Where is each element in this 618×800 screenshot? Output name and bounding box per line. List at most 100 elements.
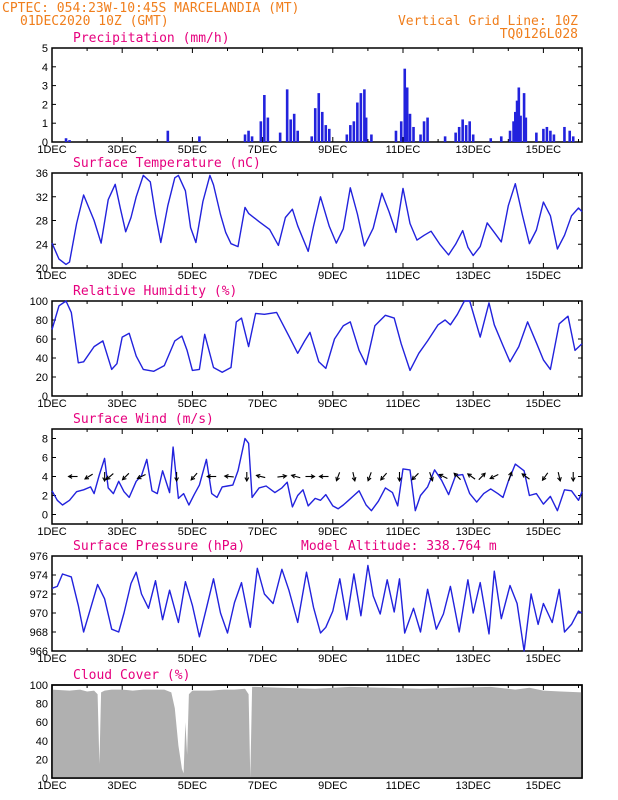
press-xtick-label: 5DEC [178,653,207,665]
precip-bar [266,117,270,142]
wind-arrow-head [136,474,142,480]
cloud-ytick-label: 80 [36,699,48,711]
wind-xtick-label: 9DEC [318,526,347,538]
precip-bar [549,130,552,142]
precip-bar [352,121,356,142]
wind-arrow [557,471,561,482]
rh-xtick-label: 5DEC [178,398,207,410]
precip-xtick-label: 9DEC [318,144,347,156]
wind-arrow-head [206,474,211,479]
cloud-title: Cloud Cover (%) [73,668,190,683]
cloud-xtick-label: 7DEC [248,780,277,792]
precip-bar [443,136,447,142]
precip-bar [250,136,254,142]
precip-bar [317,93,321,142]
precip-bar [345,134,349,142]
wind-arrow [190,472,198,481]
wind-arrow-head [429,476,434,482]
wind-arrow-head [521,473,527,478]
precip-bar [405,87,409,142]
precip-bar [535,132,538,142]
temp-ytick-label: 36 [36,168,48,180]
press-title: Surface Pressure (hPa) [73,539,245,554]
precip-xtick-label: 7DEC [248,144,277,156]
wind-arrow-head [570,477,576,483]
wind-arrow-head [84,475,90,480]
precip-xtick-label: 5DEC [178,144,207,156]
cloud-xtick-label: 15DEC [526,780,562,792]
precip-bar [349,125,352,142]
wind-ytick-label: 4 [42,472,48,484]
press-xtick-label: 15DEC [526,653,562,665]
wind-arrow-head [121,475,127,481]
press-ytick-label: 976 [30,551,48,563]
press-xtick-label: 9DEC [318,653,347,665]
temp-panel: 20 24 28 32 36 1DEC 3DEC 5DEC 7DEC 9DEC 11DEC 13DEC… [36,156,583,282]
temp-title: Surface Temperature (nC) [73,156,261,171]
precip-bar [552,134,556,142]
precip-bar [292,113,296,142]
precip-frame [51,47,583,143]
precip-ytick-label: 1 [42,118,48,130]
wind-xtick-label: 3DEC [108,526,137,538]
wind-arrow-head [489,474,495,480]
press-xtick-label: 11DEC [386,653,421,665]
wind-xtick-label: 1DEC [37,526,66,538]
wind-arrow [478,472,486,481]
wind-panel: 0 2 4 6 8 1DEC 3DEC 5DEC 7DEC 9DEC 11DEC 13DEC 15DEC… [37,412,583,538]
wind-arrow [137,473,146,480]
precip-bar [394,130,398,142]
wind-arrow-head [67,474,73,479]
model-code: TQ0126L028 [500,27,578,42]
precip-bar [563,126,566,142]
wind-ytick-label: 6 [42,453,48,465]
wind-arrow-head [310,474,316,479]
wind-xtick-label: 11DEC [386,526,421,538]
header: CPTEC: 054:23W-10:45S MARCELANDIA (MT) 0… [2,1,578,42]
wind-arrow [453,472,461,481]
vertical-grid-note: Vertical Grid Line: 10Z [398,14,578,29]
wind-arrow-head [105,475,111,481]
run-date: 01DEC2020 10Z (GMT) [20,14,169,29]
cloud-xtick-label: 5DEC [178,780,207,792]
wind-arrow-head [541,476,547,482]
precip-bar [198,136,201,142]
wind-arrow-head [190,475,196,481]
wind-arrow-head [438,473,444,479]
rh-xtick-label: 15DEC [526,398,562,410]
precip-ytick-label: 5 [42,43,48,55]
press-xtick-label: 13DEC [455,653,491,665]
wind-arrow [489,473,499,480]
precip-bar [508,130,512,142]
wind-xtick-label: 13DEC [455,526,491,538]
precip-bar [296,130,299,142]
wind-arrow-head [481,472,486,478]
panels: 0 1 2 3 4 5 1DEC 3DEC 5DEC 7DEC 9DEC 11DEC 13DEC 15DE… [30,31,583,792]
cloud-xtick-label: 3DEC [108,780,137,792]
press-ytick-label: 968 [30,627,48,639]
wind-arrow [508,472,512,481]
cloud-area [52,686,582,778]
wind-arrow-head [397,477,402,483]
precip-xtick-label: 13DEC [455,144,491,156]
wind-arrow-head [318,474,324,479]
cloud-ytick-label: 40 [36,736,48,748]
cloud-xtick-label: 1DEC [37,780,66,792]
wind-arrow [106,473,114,480]
temp-xtick-label: 7DEC [248,270,277,282]
precip-bar [408,113,412,142]
press-subtitle: Model Altitude: 338.764 m [301,539,497,554]
press-panel: 966 968 970 972 974 976 1DEC 3DEC 5DEC 7DEC 9DEC 11… [30,539,583,665]
precip-bar [285,89,289,142]
rh-title: Relative Humidity (%) [73,284,237,299]
wind-arrow-head [453,472,459,478]
precip-ytick-label: 0 [42,137,48,149]
precip-bar [457,126,461,142]
rh-ytick-label: 80 [36,315,48,327]
precip-bar [517,87,521,142]
wind-arrow-head [508,471,513,477]
wind-arrow [411,472,419,481]
wind-arrow [224,475,234,478]
wind-xtick-label: 5DEC [178,526,207,538]
precip-bar [519,115,522,142]
